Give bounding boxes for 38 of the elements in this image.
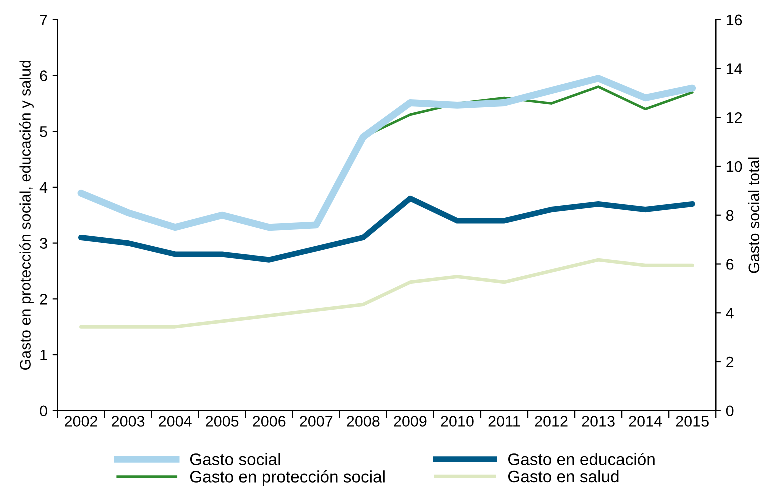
y2-tick-label: 6 [726,259,734,270]
x-tick-label: 2010 [441,416,474,427]
y2-tick-label: 10 [726,161,742,172]
y2-tick-label: 16 [726,14,742,26]
y-tick-label: 0 [40,406,48,417]
y-tick-label: 3 [40,238,48,249]
x-tick-label: 2005 [206,416,239,427]
x-tick-label: 2013 [582,416,615,427]
y-axis-title: Gasto en protección social, educación y salud [20,60,34,370]
y-tick-label: 2 [40,294,48,305]
line-series [80,258,694,329]
y2-tick-label: 4 [726,308,734,319]
x-tick-label: 2002 [65,416,98,427]
x-tick-label: 2003 [112,416,145,427]
x-tick-label: 2009 [394,416,427,427]
y2-tick-label: 8 [726,210,734,222]
legend-label: Gasto en protección social [190,470,385,486]
x-tick-label: 2006 [253,416,286,427]
x-tick-label: 2014 [629,416,662,427]
x-tick-label: 2004 [159,416,192,427]
y2-axis-title: Gasto social total [748,158,760,274]
y2-tick-label: 12 [726,112,742,124]
y-tick-label: 4 [40,182,48,193]
y-tick-label: 5 [40,126,48,138]
y-tick-label: 7 [40,14,48,26]
x-tick-label: 2011 [488,416,520,427]
y-tick-label: 1 [40,350,48,361]
x-tick-label: 2007 [300,416,333,427]
y2-tick-label: 0 [726,406,734,417]
legend-label: Gasto en salud [508,470,619,483]
x-tick-label: 2012 [535,416,568,427]
x-tick-label: 2008 [347,416,380,427]
y2-tick-label: 14 [726,64,742,74]
y2-tick-label: 2 [726,356,734,368]
x-tick-label: 2015 [676,416,709,427]
legend-label: Gasto en educación [508,453,655,466]
y-tick-label: 6 [40,70,48,82]
legend-label: Gasto social [190,453,280,466]
